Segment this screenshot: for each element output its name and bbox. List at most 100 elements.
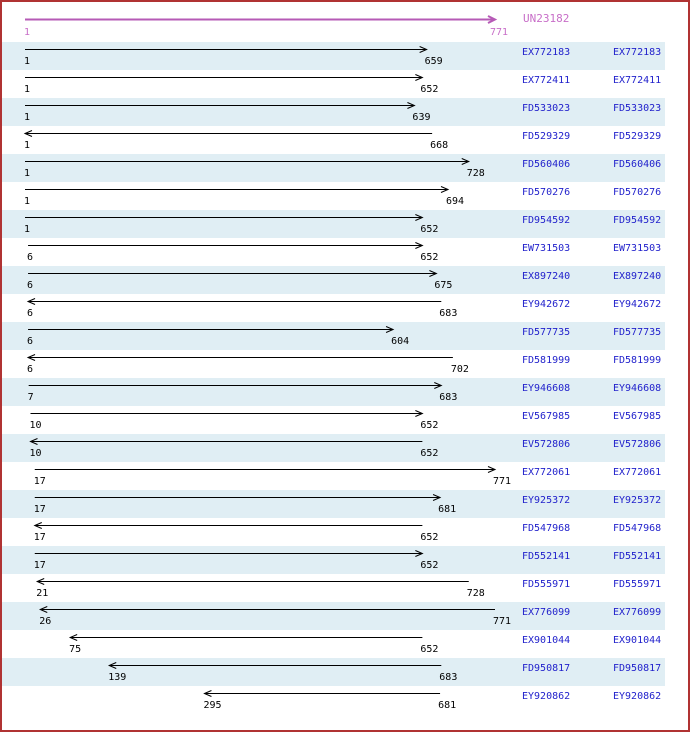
accession-link-secondary[interactable]: FD954592 <box>613 215 662 226</box>
accession-link-secondary[interactable]: EX772183 <box>613 47 662 58</box>
alignment-row: 6 604 FD577735 FD577735 <box>2 322 688 350</box>
read-arrow-left <box>38 606 495 613</box>
alignment-row: 1 728 FD560406 FD560406 <box>2 154 688 182</box>
accession-link[interactable]: FD570276 <box>522 187 571 198</box>
accession-link[interactable]: FD533023 <box>522 103 571 114</box>
accession-link[interactable]: EV567985 <box>522 411 571 422</box>
read-arrow-right <box>28 242 424 249</box>
read-end-coord: 728 <box>466 168 485 179</box>
accession-link[interactable]: FD552141 <box>522 551 571 562</box>
accession-link-secondary[interactable]: EV572806 <box>613 439 662 450</box>
accession-link-secondary[interactable]: EV567985 <box>613 411 662 422</box>
accession-link[interactable]: EX772411 <box>522 75 571 86</box>
read-end-coord: 668 <box>430 140 449 151</box>
alignment-row: 1 639 FD533023 FD533023 <box>2 98 688 126</box>
accession-link[interactable]: EY946608 <box>522 383 571 394</box>
accession-link[interactable]: FD529329 <box>522 131 571 142</box>
read-end-coord: 683 <box>439 392 458 403</box>
accession-link[interactable]: EX772061 <box>522 467 571 478</box>
accession-link[interactable]: FD581999 <box>522 355 571 366</box>
accession-link[interactable]: EX772183 <box>522 47 571 58</box>
accession-link[interactable]: FD577735 <box>522 327 571 338</box>
accession-link-secondary[interactable]: FD555971 <box>613 579 662 590</box>
read-start-coord: 26 <box>39 616 52 627</box>
accession-link[interactable]: EX776099 <box>522 607 571 618</box>
row-stripe <box>2 266 665 294</box>
read-end-coord: 652 <box>420 84 439 95</box>
accession-link-secondary[interactable]: FD560406 <box>613 159 662 170</box>
accession-link-secondary[interactable]: EX901044 <box>613 635 662 646</box>
accession-link-secondary[interactable]: EX776099 <box>613 607 662 618</box>
accession-link-secondary[interactable]: FD547968 <box>613 523 662 534</box>
read-arrow-right <box>28 326 395 333</box>
accession-link-secondary[interactable]: FD570276 <box>613 187 662 198</box>
accession-link[interactable]: EY920862 <box>522 691 571 702</box>
read-start-coord: 6 <box>27 252 34 263</box>
read-end-coord: 683 <box>439 308 458 319</box>
read-start-coord: 1 <box>24 224 31 235</box>
accession-link-secondary[interactable]: EX772061 <box>613 467 662 478</box>
accession-link[interactable]: FD547968 <box>522 523 571 534</box>
alignment-row: 17 652 FD547968 FD547968 <box>2 518 688 546</box>
read-start-coord: 6 <box>27 308 34 319</box>
accession-link[interactable]: EX901044 <box>522 635 571 646</box>
accession-link[interactable]: EY942672 <box>522 299 571 310</box>
alignment-row: 26 771 EX776099 EX776099 <box>2 602 688 630</box>
accession-link-secondary[interactable]: FD533023 <box>613 103 662 114</box>
accession-link[interactable]: EY925372 <box>522 495 571 506</box>
accession-link[interactable]: EW731503 <box>522 243 571 254</box>
alignment-row: 10 652 EV572806 EV572806 <box>2 434 688 462</box>
alignment-row: 295 681 EY920862 EY920862 <box>2 686 688 714</box>
alignment-row: 75 652 EX901044 EX901044 <box>2 630 688 658</box>
accession-link-secondary[interactable]: EY920862 <box>613 691 662 702</box>
cluster-arrow <box>25 15 498 24</box>
accession-link[interactable]: EV572806 <box>522 439 571 450</box>
accession-link[interactable]: FD954592 <box>522 215 571 226</box>
row-stripe <box>2 210 665 238</box>
read-arrow-right <box>34 466 497 473</box>
accession-link-secondary[interactable]: FD581999 <box>613 355 662 366</box>
read-start-coord: 1 <box>24 112 31 123</box>
row-stripe <box>2 322 665 350</box>
row-stripe <box>2 154 665 182</box>
accession-link-secondary[interactable]: FD950817 <box>613 663 662 674</box>
read-start-coord: 10 <box>29 448 42 459</box>
accession-link-secondary[interactable]: EY942672 <box>613 299 662 310</box>
row-stripe <box>2 98 665 126</box>
read-end-coord: 681 <box>438 504 457 515</box>
row-stripe <box>2 42 665 70</box>
read-start-coord: 21 <box>36 588 49 599</box>
read-arrow-left <box>68 634 423 641</box>
row-stripe <box>2 602 665 630</box>
read-arrow-right <box>25 74 424 81</box>
read-start-coord: 75 <box>69 644 82 655</box>
read-end-coord: 681 <box>438 700 457 711</box>
row-stripe <box>2 490 665 518</box>
read-arrow-right <box>34 550 424 557</box>
accession-link-secondary[interactable]: EY925372 <box>613 495 662 506</box>
accession-link[interactable]: EX897240 <box>522 271 571 282</box>
read-end-coord: 652 <box>420 560 439 571</box>
accession-link-secondary[interactable]: FD552141 <box>613 551 662 562</box>
accession-link-secondary[interactable]: EX897240 <box>613 271 662 282</box>
read-start-coord: 1 <box>24 84 31 95</box>
accession-link[interactable]: FD555971 <box>522 579 571 590</box>
read-start-coord: 17 <box>33 476 46 487</box>
read-end-coord: 604 <box>391 336 410 347</box>
accession-link-secondary[interactable]: FD529329 <box>613 131 662 142</box>
accession-link-secondary[interactable]: EY946608 <box>613 383 662 394</box>
row-stripe <box>2 658 665 686</box>
accession-link[interactable]: FD950817 <box>522 663 571 674</box>
alignment-row: 17 681 EY925372 EY925372 <box>2 490 688 518</box>
read-start-coord: 17 <box>33 504 46 515</box>
row-stripe <box>2 434 665 462</box>
accession-link-secondary[interactable]: FD577735 <box>613 327 662 338</box>
accession-link-secondary[interactable]: EX772411 <box>613 75 662 86</box>
alignment-row: 6 675 EX897240 EX897240 <box>2 266 688 294</box>
accession-link[interactable]: FD560406 <box>522 159 571 170</box>
read-arrow-left <box>203 690 441 697</box>
read-end-coord: 694 <box>446 196 465 207</box>
read-arrow-left <box>35 578 469 585</box>
accession-link-secondary[interactable]: EW731503 <box>613 243 662 254</box>
